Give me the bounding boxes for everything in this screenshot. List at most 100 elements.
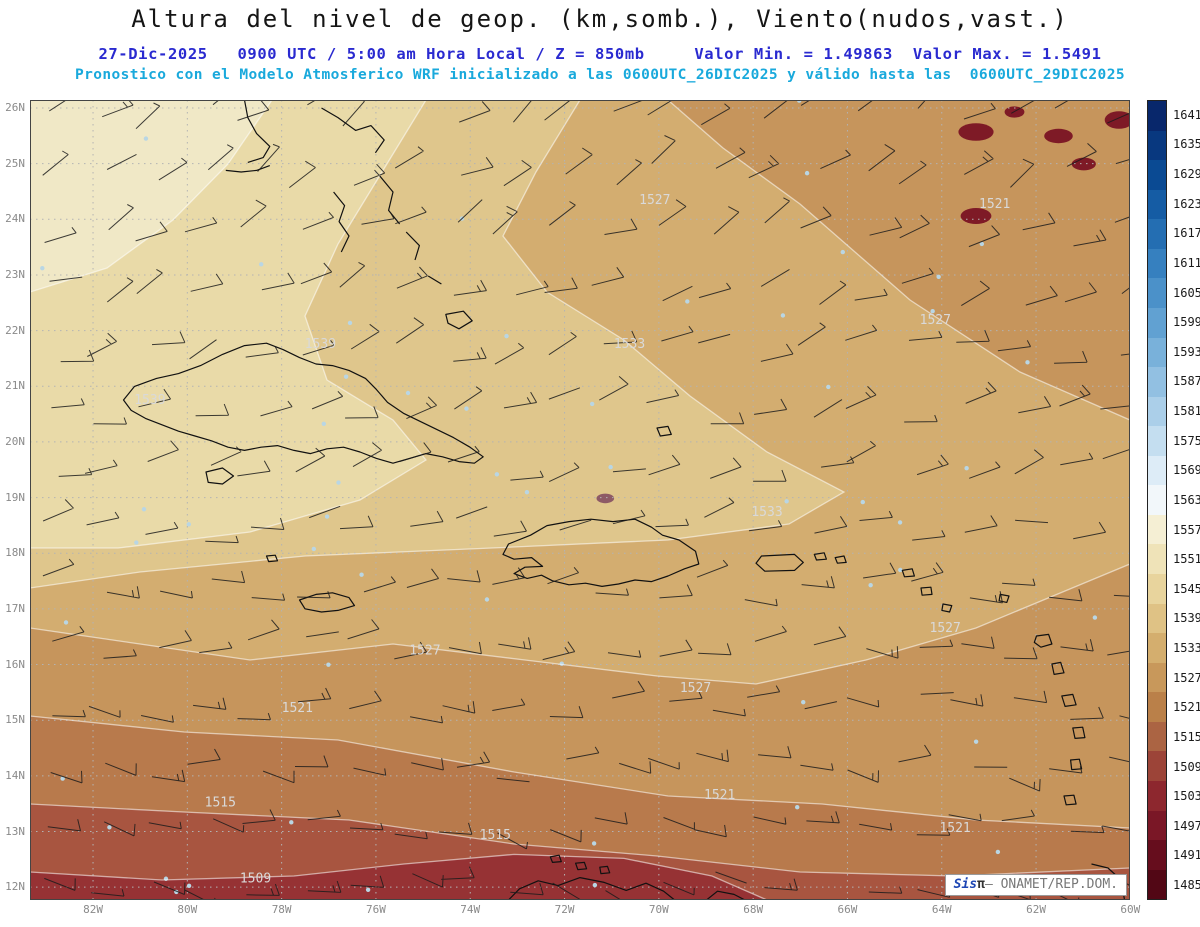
wind-barbs <box>42 100 1130 900</box>
water-speckle <box>347 320 353 326</box>
colorbar-tick-label: 1611 <box>1173 255 1200 270</box>
coastline <box>205 467 235 485</box>
coastline <box>1061 693 1077 707</box>
coastline <box>575 861 588 871</box>
lat-tick-label: 22N <box>5 323 25 337</box>
colorbar-cell <box>1148 278 1166 308</box>
coastline <box>122 342 484 464</box>
water-speckle <box>868 582 873 588</box>
contour-line <box>30 803 1130 877</box>
coastline <box>1033 633 1053 648</box>
contour-label: 1521 <box>282 701 313 716</box>
water-speckle <box>324 514 330 519</box>
contour-line <box>30 100 273 293</box>
water-speckle <box>1092 615 1098 620</box>
coastline <box>405 231 420 261</box>
coastline <box>920 586 933 596</box>
contour-label: 1527 <box>409 643 440 658</box>
water-speckle <box>141 507 147 512</box>
colorbar-cell <box>1148 396 1166 427</box>
coastline <box>225 165 271 173</box>
contour-line <box>30 715 1130 829</box>
water-speckle <box>63 620 69 625</box>
water-speckle <box>1025 360 1030 365</box>
water-speckle <box>936 274 941 279</box>
lat-tick-label: 23N <box>5 267 25 281</box>
lon-tick-label: 80W <box>177 903 198 916</box>
coastline <box>1063 794 1077 806</box>
water-speckle <box>134 540 139 545</box>
coastline <box>298 592 356 613</box>
contour-label: 1527 <box>920 313 951 328</box>
contour-label: 1521 <box>704 788 735 803</box>
longitude-axis: 82W 80W 78W 76W 74W 72W 70W 68W 66W 64W 62W 60W <box>30 903 1140 921</box>
colorbar-tick-label: 1545 <box>1173 581 1200 596</box>
coastline <box>427 275 442 285</box>
colorbar <box>1147 100 1167 900</box>
watermark-brand: Sis <box>953 877 978 892</box>
water-speckle <box>311 546 317 552</box>
water-speckle <box>321 421 327 427</box>
water-speckle <box>826 384 831 390</box>
coastline <box>333 191 350 253</box>
lon-tick-label: 72W <box>554 903 575 916</box>
latitude-axis: 26N 25N 24N 23N 22N 21N 20N 19N 18N 17N 16N 15N 14N 1… <box>0 100 28 900</box>
water-speckle <box>40 265 45 271</box>
water-speckle <box>343 374 349 379</box>
lat-tick-label: 12N <box>5 880 25 894</box>
map-svg: 1539 1539 1533 1527 1521 1527 1533 1527 1527 1527… <box>30 100 1130 900</box>
water-speckle <box>591 841 597 846</box>
lat-tick-label: 16N <box>5 657 25 671</box>
coastline <box>656 425 672 437</box>
colorbar-cell <box>1148 574 1166 604</box>
water-speckle <box>964 466 969 471</box>
water-speckle <box>259 262 264 267</box>
colorbar-cell <box>1148 514 1166 545</box>
coastline <box>998 593 1010 603</box>
lon-tick-label: 70W <box>648 903 669 916</box>
colorbar-cell <box>1148 544 1166 574</box>
water-speckle <box>494 472 500 477</box>
water-speckle <box>359 572 364 577</box>
coastline <box>813 552 827 561</box>
colorbar-tick-label: 1581 <box>1173 404 1200 419</box>
water-speckle <box>60 776 65 781</box>
water-speckle <box>365 887 371 892</box>
water-speckle <box>326 662 331 667</box>
lon-tick-label: 82W <box>83 903 103 916</box>
colorbar-cell <box>1148 160 1166 190</box>
water-speckle <box>930 308 935 314</box>
lon-tick-label: 78W <box>271 903 292 916</box>
colorbar-tick-label: 1617 <box>1173 226 1200 241</box>
colorbar-cell <box>1148 189 1166 220</box>
water-speckle <box>973 739 979 744</box>
water-speckle <box>685 299 690 304</box>
colorbar-cell <box>1148 692 1166 722</box>
lat-tick-label: 21N <box>5 379 25 393</box>
coastline <box>265 554 279 563</box>
water-speckle <box>504 333 509 339</box>
lat-tick-label: 14N <box>5 768 25 782</box>
coastline <box>1070 758 1083 771</box>
lat-tick-label: 15N <box>5 713 25 727</box>
lon-tick-label: 60W <box>1120 903 1141 916</box>
colorbar-tick-label: 1575 <box>1173 433 1200 448</box>
lat-tick-label: 25N <box>5 156 25 170</box>
colorbar-cell <box>1148 426 1166 456</box>
colorbar-cell <box>1148 721 1166 752</box>
coastline <box>549 854 562 863</box>
contour-label: 1539 <box>305 337 336 352</box>
contour-label: 1533 <box>751 505 782 520</box>
colorbar-tick-label: 1635 <box>1173 137 1200 152</box>
water-speckle <box>464 406 469 411</box>
colorbar-cell <box>1148 307 1166 338</box>
lat-tick-label: 20N <box>5 434 25 448</box>
map-area: 1539 1539 1533 1527 1521 1527 1533 1527 1527 1527… <box>30 100 1130 900</box>
lat-tick-label: 17N <box>5 601 25 615</box>
water-speckle <box>995 849 1001 855</box>
water-speckle <box>608 464 613 470</box>
colorbar-tick-label: 1503 <box>1173 789 1200 804</box>
contour-label: 1539 <box>134 393 165 408</box>
colorbar-cell <box>1148 219 1166 249</box>
water-speckle <box>524 490 530 495</box>
